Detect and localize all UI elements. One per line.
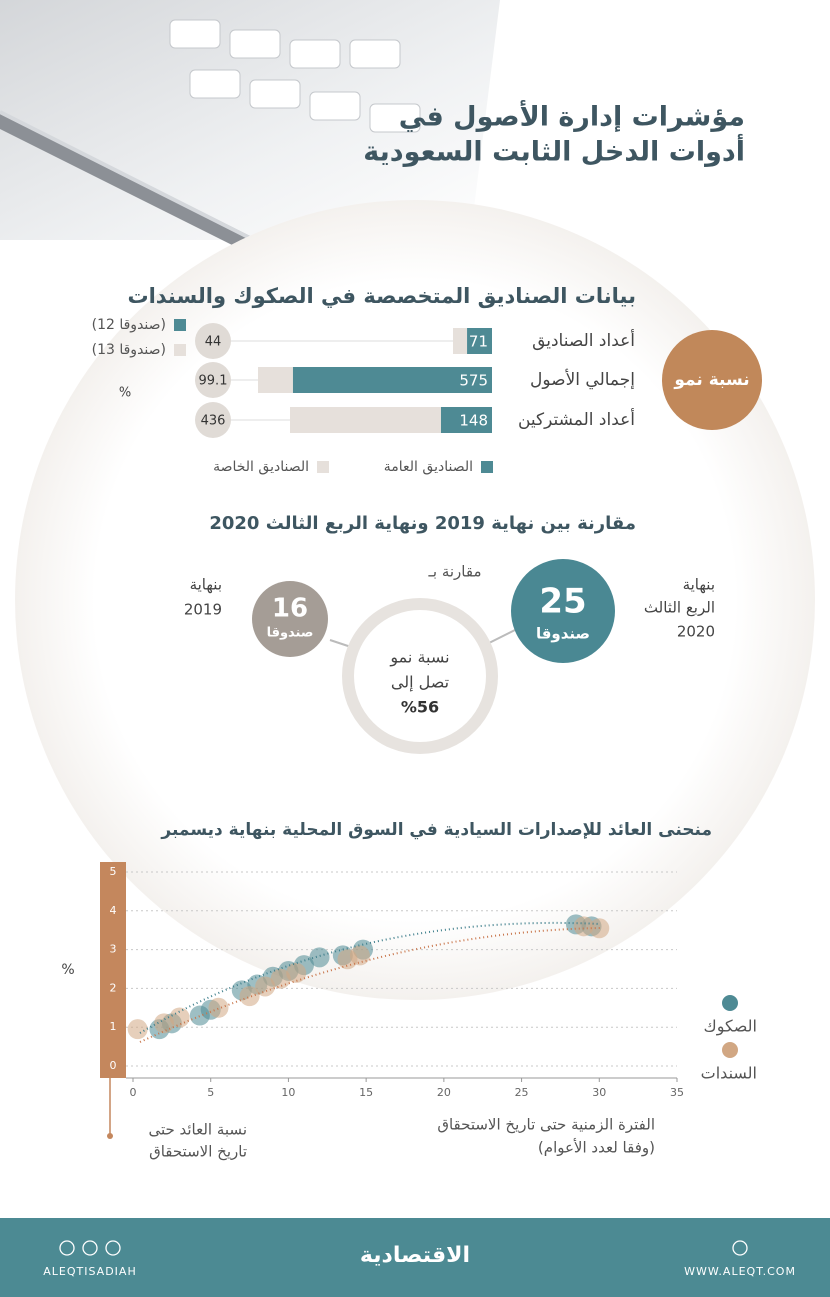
y-tick-label: 2 xyxy=(110,981,117,994)
growth-value: 44 xyxy=(205,335,222,350)
x-tick-label: 35 xyxy=(670,1086,684,1099)
current-circle xyxy=(511,559,615,663)
legend-label: الصناديق الخاصة xyxy=(213,459,309,475)
point xyxy=(208,997,229,1018)
bar xyxy=(440,407,492,433)
bar-value-label: 71 xyxy=(469,333,488,351)
legend-dot xyxy=(722,995,738,1011)
bar xyxy=(290,407,441,433)
y-axis-title: نسبة العائد حتى xyxy=(148,1121,247,1139)
point xyxy=(127,1019,148,1040)
previous-value: 16 xyxy=(272,594,308,624)
legend-label: الصناديق العامة xyxy=(384,459,473,475)
bar-value-label: 575 xyxy=(459,372,488,390)
category-label: أعداد المشتركين xyxy=(518,408,635,430)
y-tick-label: 4 xyxy=(110,904,117,917)
current-value: 25 xyxy=(539,582,586,622)
section-title: بيانات الصناديق المتخصصة في الصكوك والسن… xyxy=(128,284,637,308)
bar xyxy=(292,367,492,393)
y-axis-strip xyxy=(100,862,126,1078)
growth-value: 436 xyxy=(201,414,226,429)
y-title-dot xyxy=(107,1133,113,1139)
legend-label: السندات xyxy=(701,1064,757,1083)
trend-line xyxy=(139,927,601,1043)
legend-swatch xyxy=(481,461,493,473)
bar xyxy=(258,367,293,393)
point xyxy=(286,962,307,983)
y-tick-label: 0 xyxy=(110,1059,117,1072)
x-axis-title: (وفقا لعدد الأعوام) xyxy=(538,1138,655,1157)
x-tick-label: 0 xyxy=(130,1086,137,1099)
y-tick-label: 5 xyxy=(110,865,117,878)
point xyxy=(239,986,260,1007)
legend-dot xyxy=(722,1042,738,1058)
growth-badge-label: نسبة نمو xyxy=(673,370,749,390)
previous-unit: صندوقا xyxy=(267,626,314,641)
point xyxy=(349,945,370,966)
x-tick-label: 5 xyxy=(207,1086,214,1099)
previous-circle xyxy=(252,581,328,657)
x-tick-label: 30 xyxy=(592,1086,606,1099)
point xyxy=(309,947,330,968)
point xyxy=(573,916,594,937)
current-label: بنهاية xyxy=(683,576,715,594)
count-label: (13 صندوقا) xyxy=(92,342,166,358)
y-unit: % xyxy=(61,962,74,978)
point xyxy=(169,1007,190,1028)
x-tick-label: 20 xyxy=(437,1086,451,1099)
growth-circle xyxy=(195,402,231,438)
section-title: منحنى العائد للإصدارات السيادية في السوق… xyxy=(160,820,712,840)
x-axis-title: الفترة الزمنية حتى تاريخ الاستحقاق xyxy=(437,1116,655,1134)
bar-value-label: 148 xyxy=(459,412,488,430)
scatter-chart: 0 1 2 3 4 5 0 5 10 15 20 25 30 35 الصكوك السندات xyxy=(110,865,758,1099)
count-swatch xyxy=(174,319,186,331)
growth-unit: % xyxy=(119,386,131,401)
x-tick-label: 25 xyxy=(515,1086,529,1099)
legend-label: الصكوك xyxy=(704,1017,757,1037)
footer-website: WWW.ALEQT.COM xyxy=(684,1265,796,1278)
category-label: أعداد الصناديق xyxy=(532,329,635,351)
title-line: أدوات الدخل الثابت السعودية xyxy=(363,134,745,168)
point xyxy=(255,976,276,997)
growth-ring xyxy=(342,598,498,754)
point xyxy=(154,1013,175,1034)
category-label: إجمالي الأصول xyxy=(530,369,635,390)
current-unit: صندوقا xyxy=(536,625,590,643)
y-tick-label: 1 xyxy=(110,1020,117,1033)
previous-label: 2019 xyxy=(184,601,222,619)
growth-circle xyxy=(195,362,231,398)
previous-label: بنهاية xyxy=(190,576,222,594)
bar xyxy=(467,328,492,354)
footer-bar xyxy=(0,1218,830,1297)
footer-logo: الاقتصادية xyxy=(360,1243,470,1268)
title-line: مؤشرات إدارة الأصول في xyxy=(399,100,745,133)
legend-swatch xyxy=(317,461,329,473)
growth-value: 99.1 xyxy=(199,374,228,389)
count-label: (12 صندوقا) xyxy=(92,317,166,333)
growth-text: %56 xyxy=(401,698,439,717)
compare-label: مقارنة بـ xyxy=(428,563,482,581)
y-tick-label: 3 xyxy=(110,943,117,956)
y-axis-title: تاريخ الاستحقاق xyxy=(149,1143,247,1161)
keys xyxy=(169,19,421,133)
pen-highlight xyxy=(0,110,251,240)
pen xyxy=(0,112,268,258)
bar xyxy=(453,328,468,354)
section-title: مقارنة بين نهاية 2019 ونهاية الربع الثال… xyxy=(209,513,636,534)
growth-badge xyxy=(662,330,762,430)
current-label: 2020 xyxy=(677,623,715,641)
x-tick-label: 15 xyxy=(359,1086,373,1099)
current-label: الربع الثالث xyxy=(644,599,715,617)
count-swatch xyxy=(174,344,186,356)
growth-text: نسبة نمو xyxy=(389,648,449,668)
social-icons xyxy=(59,1240,748,1256)
x-tick-label: 10 xyxy=(281,1086,295,1099)
footer-handle: ALEQTISADIAH xyxy=(43,1265,136,1278)
growth-text: تصل إلى xyxy=(391,673,449,692)
bar-chart: 71 أعداد الصناديق 44 575 إجمالي الأصول 99.1 14… xyxy=(92,317,635,475)
growth-circle xyxy=(195,323,231,359)
